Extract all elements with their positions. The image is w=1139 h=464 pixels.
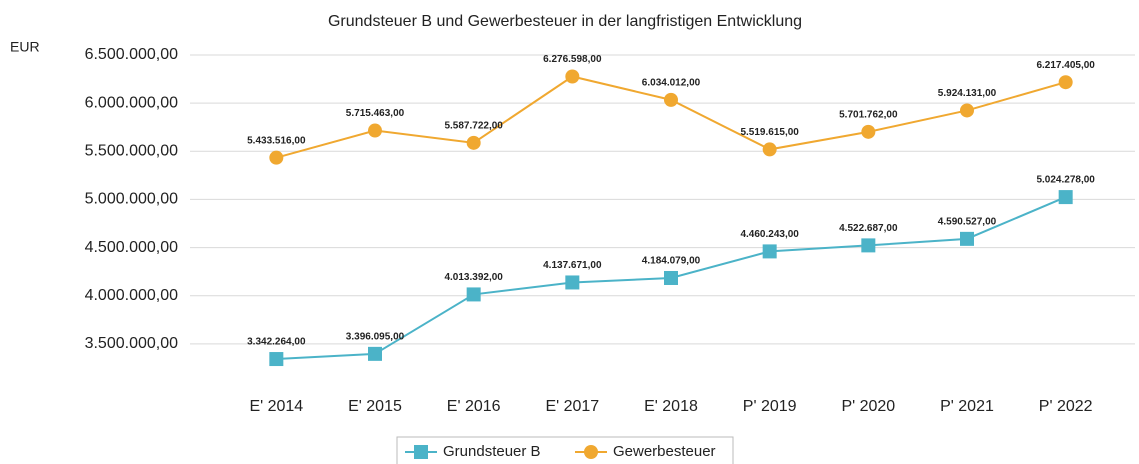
x-tick-label: E' 2018 xyxy=(644,398,698,415)
data-point xyxy=(1058,75,1073,90)
data-point xyxy=(861,124,876,139)
x-tick-label: E' 2015 xyxy=(348,398,402,415)
data-point xyxy=(861,238,876,253)
x-tick-label: E' 2016 xyxy=(447,398,501,415)
data-label: 4.013.392,00 xyxy=(444,272,503,283)
legend-marker xyxy=(584,445,598,459)
data-label: 5.024.278,00 xyxy=(1036,175,1095,186)
data-point xyxy=(565,275,580,290)
data-label: 5.924.131,00 xyxy=(938,88,997,99)
y-tick-label: 3.500.000,00 xyxy=(85,335,179,352)
y-tick-label: 5.000.000,00 xyxy=(85,191,179,208)
data-label: 6.276.598,00 xyxy=(543,54,602,65)
data-point xyxy=(466,135,481,150)
data-point xyxy=(960,231,974,246)
y-tick-label: 6.000.000,00 xyxy=(85,94,179,111)
data-point xyxy=(269,150,284,165)
data-point xyxy=(762,244,777,259)
data-point xyxy=(269,352,284,367)
data-label: 5.701.762,00 xyxy=(839,109,898,120)
data-label: 4.137.671,00 xyxy=(543,260,602,271)
data-point xyxy=(960,103,974,118)
data-label: 4.184.079,00 xyxy=(642,256,701,267)
y-axis-label: EUR xyxy=(10,39,40,55)
legend-box xyxy=(396,436,734,464)
x-tick-label: P' 2022 xyxy=(1039,398,1093,415)
y-tick-label: 4.000.000,00 xyxy=(85,287,179,304)
x-tick-label: E' 2014 xyxy=(249,398,303,415)
x-tick-label: P' 2021 xyxy=(940,398,994,415)
data-point xyxy=(762,142,777,157)
data-label: 3.396.095,00 xyxy=(346,332,405,343)
data-label: 6.217.405,00 xyxy=(1036,60,1095,71)
data-label: 4.590.527,00 xyxy=(938,216,997,227)
data-point xyxy=(565,69,580,84)
data-label: 3.342.264,00 xyxy=(247,337,306,348)
data-point xyxy=(1058,190,1073,205)
legend-label: Gewerbesteuer xyxy=(613,443,716,460)
y-tick-label: 5.500.000,00 xyxy=(85,143,179,160)
y-tick-label: 4.500.000,00 xyxy=(85,239,179,256)
legend-label: Grundsteuer B xyxy=(443,443,541,460)
data-point xyxy=(664,270,678,285)
data-point xyxy=(466,287,481,302)
x-tick-label: P' 2020 xyxy=(841,398,895,415)
legend-marker xyxy=(414,445,428,459)
x-tick-label: P' 2019 xyxy=(743,398,797,415)
data-label: 5.433.516,00 xyxy=(247,135,306,146)
data-label: 4.460.243,00 xyxy=(740,229,799,240)
data-label: 5.715.463,00 xyxy=(346,108,405,119)
x-tick-label: E' 2017 xyxy=(545,398,599,415)
data-point xyxy=(664,92,678,107)
data-label: 5.587.722,00 xyxy=(444,120,503,131)
data-label: 5.519.615,00 xyxy=(740,127,799,138)
y-tick-label: 6.500.000,00 xyxy=(85,46,179,63)
chart-title: Grundsteuer B und Gewerbesteuer in der l… xyxy=(328,13,802,30)
data-point xyxy=(368,123,382,138)
data-label: 4.522.687,00 xyxy=(839,223,898,234)
data-point xyxy=(368,346,382,361)
data-label: 6.034.012,00 xyxy=(642,78,701,89)
